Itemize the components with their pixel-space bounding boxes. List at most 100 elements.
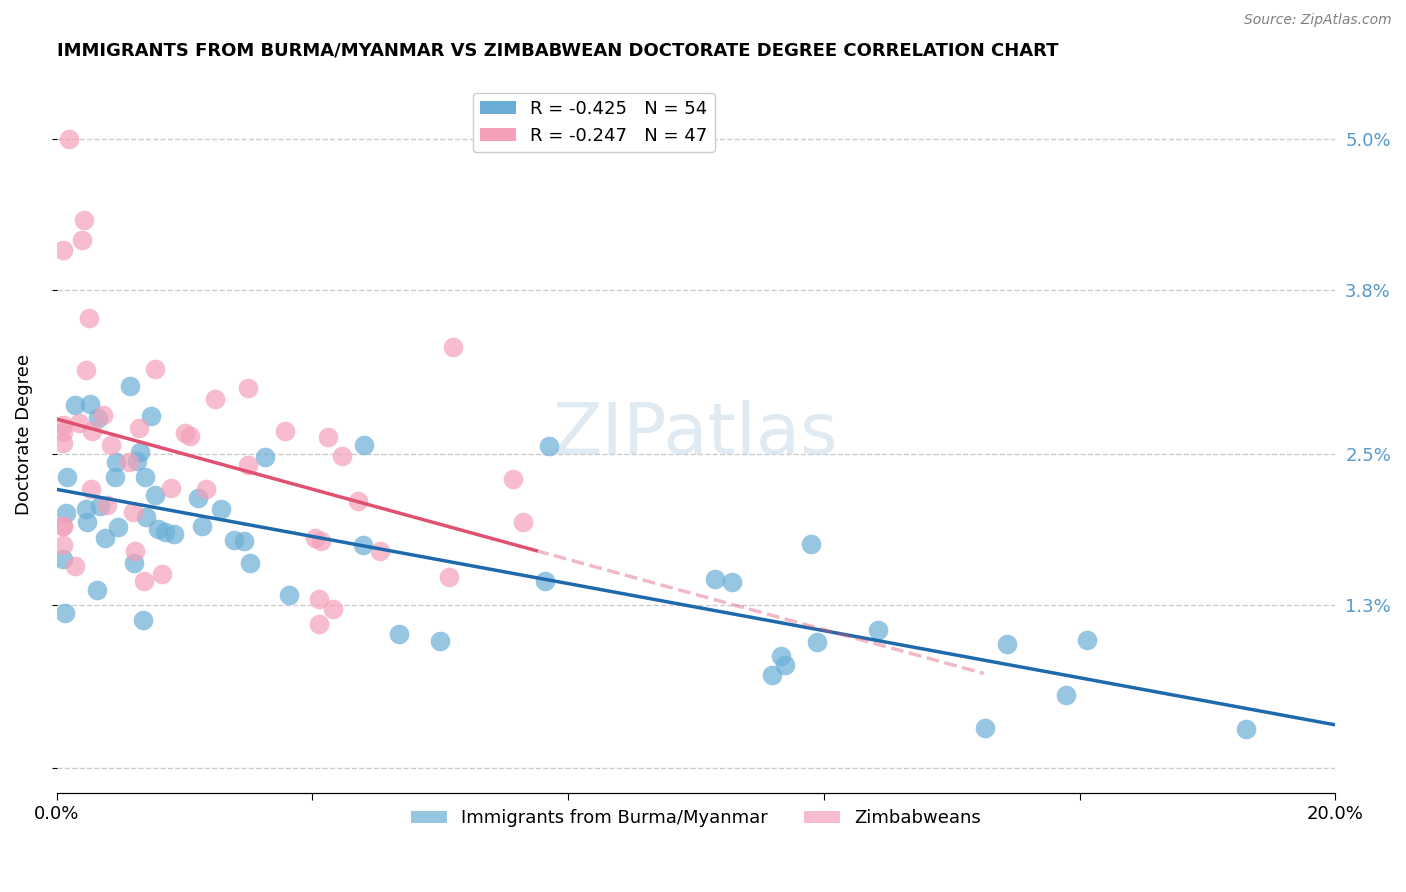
Point	[94, 531, 117, 545]
Point	[239, 556, 262, 570]
Point	[86, 582, 108, 597]
Point	[316, 430, 339, 444]
Point	[441, 340, 464, 354]
Point	[52, 518, 75, 533]
Point	[52, 551, 75, 566]
Point	[91, 408, 114, 422]
Point	[135, 510, 157, 524]
Point	[120, 379, 142, 393]
Point	[429, 634, 451, 648]
Point	[73, 213, 96, 227]
Point	[107, 520, 129, 534]
Point	[155, 524, 177, 539]
Point	[128, 421, 150, 435]
Point	[232, 533, 254, 548]
Point	[132, 574, 155, 589]
Point	[388, 627, 411, 641]
Point	[52, 435, 75, 450]
Point	[104, 470, 127, 484]
Point	[52, 519, 75, 533]
Point	[58, 132, 80, 146]
Point	[512, 515, 534, 529]
Point	[122, 556, 145, 570]
Point	[533, 574, 555, 589]
Point	[204, 392, 226, 406]
Point	[79, 482, 101, 496]
Point	[322, 602, 344, 616]
Point	[437, 570, 460, 584]
Point	[353, 438, 375, 452]
Point	[194, 482, 217, 496]
Point	[150, 567, 173, 582]
Point	[79, 397, 101, 411]
Point	[163, 526, 186, 541]
Point	[1076, 632, 1098, 647]
Point	[118, 455, 141, 469]
Point	[75, 363, 97, 377]
Point	[52, 538, 75, 552]
Point	[761, 667, 783, 681]
Point	[79, 310, 101, 325]
Point	[309, 533, 332, 548]
Point	[866, 623, 889, 637]
Point	[308, 591, 330, 606]
Point	[174, 425, 197, 440]
Point	[253, 450, 276, 465]
Point	[134, 470, 156, 484]
Point	[96, 498, 118, 512]
Point	[330, 449, 353, 463]
Point	[128, 444, 150, 458]
Legend: Immigrants from Burma/Myanmar, Zimbabweans: Immigrants from Burma/Myanmar, Zimbabwea…	[404, 802, 988, 835]
Point	[995, 637, 1018, 651]
Point	[160, 481, 183, 495]
Point	[67, 416, 90, 430]
Point	[224, 533, 246, 547]
Point	[89, 500, 111, 514]
Point	[87, 411, 110, 425]
Text: ZIPatlas: ZIPatlas	[553, 401, 839, 469]
Point	[238, 458, 260, 472]
Point	[502, 471, 524, 485]
Point	[55, 469, 77, 483]
Point	[63, 398, 86, 412]
Point	[304, 531, 326, 545]
Y-axis label: Doctorate Degree: Doctorate Degree	[15, 354, 32, 516]
Point	[105, 455, 128, 469]
Point	[141, 409, 163, 423]
Point	[55, 506, 77, 520]
Point	[368, 544, 391, 558]
Point	[775, 657, 797, 672]
Point	[143, 361, 166, 376]
Text: Source: ZipAtlas.com: Source: ZipAtlas.com	[1244, 13, 1392, 28]
Point	[278, 588, 301, 602]
Point	[148, 522, 170, 536]
Point	[132, 613, 155, 627]
Point	[76, 515, 98, 529]
Point	[1054, 688, 1077, 702]
Point	[187, 491, 209, 506]
Point	[191, 519, 214, 533]
Point	[770, 648, 793, 663]
Point	[538, 439, 561, 453]
Point	[70, 233, 93, 247]
Point	[127, 454, 149, 468]
Point	[121, 505, 143, 519]
Point	[274, 425, 297, 439]
Point	[52, 418, 75, 433]
Point	[800, 537, 823, 551]
Point	[124, 544, 146, 558]
Point	[145, 488, 167, 502]
Point	[308, 617, 330, 632]
Point	[703, 572, 725, 586]
Point	[720, 574, 742, 589]
Point	[65, 558, 87, 573]
Point	[52, 425, 75, 439]
Text: IMMIGRANTS FROM BURMA/MYANMAR VS ZIMBABWEAN DOCTORATE DEGREE CORRELATION CHART: IMMIGRANTS FROM BURMA/MYANMAR VS ZIMBABW…	[56, 42, 1059, 60]
Point	[352, 538, 374, 552]
Point	[82, 424, 104, 438]
Point	[238, 381, 260, 395]
Point	[52, 244, 75, 258]
Point	[100, 438, 122, 452]
Point	[346, 494, 368, 508]
Point	[1234, 722, 1257, 736]
